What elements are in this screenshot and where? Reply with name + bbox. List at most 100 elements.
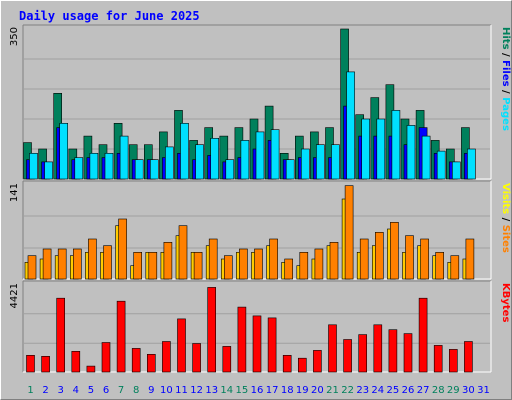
bar-sites-day-8: [133, 252, 142, 280]
bar-sites-day-25: [390, 222, 399, 280]
x-tick-label-24: 24: [371, 385, 384, 396]
bar-pages-day-13: [210, 138, 219, 180]
x-tick-label-21: 21: [326, 385, 339, 396]
bar-kbytes-day-6: [101, 342, 111, 373]
x-tick-label-29: 29: [447, 385, 460, 396]
bar-pages-day-16: [255, 131, 265, 180]
x-tick-label-13: 13: [205, 385, 218, 396]
bar-kbytes-day-29: [448, 349, 458, 373]
bar-kbytes-day-26: [403, 333, 413, 373]
legend-part-4: /: [500, 87, 511, 98]
bar-pages-day-30: [467, 148, 476, 180]
legend-part-1: KBytes: [500, 283, 511, 322]
x-tick-label-28: 28: [432, 385, 445, 396]
bar-pages-day-4: [74, 157, 84, 180]
bar-sites-day-17: [269, 238, 278, 280]
bar-pages-day-24: [376, 118, 386, 180]
bar-pages-day-1: [29, 153, 38, 180]
bar-pages-day-20: [316, 144, 325, 180]
bar-sites-day-1: [27, 255, 37, 280]
bar-sites-day-6: [103, 245, 112, 280]
x-tick-label-5: 5: [88, 385, 94, 396]
bar-kbytes-day-15: [237, 306, 247, 373]
bar-pages-day-29: [451, 161, 461, 180]
y-max-label: 4421: [9, 283, 20, 308]
bar-sites-day-3: [57, 248, 67, 280]
bar-kbytes-day-13: [207, 287, 216, 373]
bar-sites-day-26: [405, 235, 414, 280]
bar-kbytes-day-30: [464, 341, 473, 373]
bar-kbytes-day-22: [343, 339, 352, 373]
bar-sites-day-2: [42, 248, 52, 280]
bar-pages-day-9: [150, 159, 159, 180]
bar-sites-day-13: [208, 238, 218, 280]
y-max-label: 141: [9, 183, 20, 202]
series-legend: Visits / Sites: [500, 183, 511, 253]
bar-sites-day-22: [344, 185, 354, 280]
x-tick-label-11: 11: [175, 385, 188, 396]
x-tick-label-2: 2: [42, 385, 48, 396]
x-tick-label-7: 7: [118, 385, 124, 396]
bar-pages-day-17: [270, 129, 280, 180]
bar-pages-day-7: [119, 135, 129, 180]
bar-pages-day-27: [421, 135, 431, 180]
bar-kbytes-day-2: [41, 355, 50, 373]
bar-sites-day-4: [73, 248, 82, 280]
bar-sites-day-30: [465, 238, 475, 280]
bar-sites-day-12: [193, 252, 203, 280]
bar-kbytes-day-20: [313, 350, 322, 373]
panel-2: 141 Visits / Sites: [9, 180, 511, 280]
bar-pages-day-8: [134, 159, 144, 180]
bar-kbytes-day-9: [147, 353, 156, 373]
bar-sites-day-5: [88, 238, 97, 280]
bar-pages-day-25: [391, 110, 401, 180]
legend-part-5: Pages: [500, 97, 511, 131]
bar-kbytes-day-24: [373, 324, 383, 373]
bar-sites-day-14: [224, 255, 233, 280]
series-legend: Hits / Files / Pages: [500, 27, 511, 131]
x-tick-label-23: 23: [356, 385, 369, 396]
bar-pages-day-6: [104, 153, 114, 180]
bar-kbytes-day-21: [328, 324, 337, 373]
bar-sites-day-11: [178, 225, 188, 280]
bar-sites-day-18: [284, 258, 294, 280]
bar-pages-day-2: [44, 161, 53, 180]
x-tick-label-14: 14: [220, 385, 233, 396]
x-tick-label-17: 17: [266, 385, 279, 396]
legend-part-3: Files: [500, 60, 511, 86]
bar-kbytes-day-12: [192, 343, 201, 373]
bar-kbytes-day-19: [297, 357, 307, 373]
bar-kbytes-day-27: [418, 297, 428, 373]
bar-kbytes-day-18: [282, 354, 292, 373]
bar-pages-day-15: [240, 140, 250, 180]
bar-pages-day-3: [59, 123, 69, 180]
bar-sites-day-7: [118, 218, 127, 280]
x-tick-label-18: 18: [281, 385, 294, 396]
bar-sites-day-16: [254, 248, 263, 280]
bar-sites-day-10: [163, 242, 173, 280]
bar-kbytes-day-10: [162, 341, 171, 373]
x-tick-label-9: 9: [148, 385, 154, 396]
bar-pages-day-18: [285, 159, 295, 180]
x-tick-label-8: 8: [133, 385, 139, 396]
bar-pages-day-23: [361, 118, 371, 180]
chart-title: Daily usage for June 2025: [19, 9, 200, 23]
bar-kbytes-day-3: [56, 297, 66, 373]
legend-part-1: Hits: [500, 27, 511, 50]
x-tick-label-4: 4: [73, 385, 79, 396]
x-tick-label-26: 26: [402, 385, 415, 396]
x-tick-label-20: 20: [311, 385, 324, 396]
bar-sites-day-19: [299, 252, 309, 280]
bar-pages-day-10: [165, 146, 174, 180]
x-tick-label-3: 3: [58, 385, 64, 396]
bar-sites-day-29: [450, 255, 460, 280]
bar-pages-day-28: [436, 150, 446, 180]
bar-sites-day-20: [314, 248, 324, 280]
x-tick-label-31: 31: [477, 385, 490, 396]
bar-kbytes-day-7: [116, 300, 126, 373]
x-tick-label-22: 22: [341, 385, 354, 396]
bar-pages-day-19: [300, 148, 310, 180]
bar-pages-day-26: [406, 125, 416, 180]
x-tick-label-6: 6: [103, 385, 109, 396]
